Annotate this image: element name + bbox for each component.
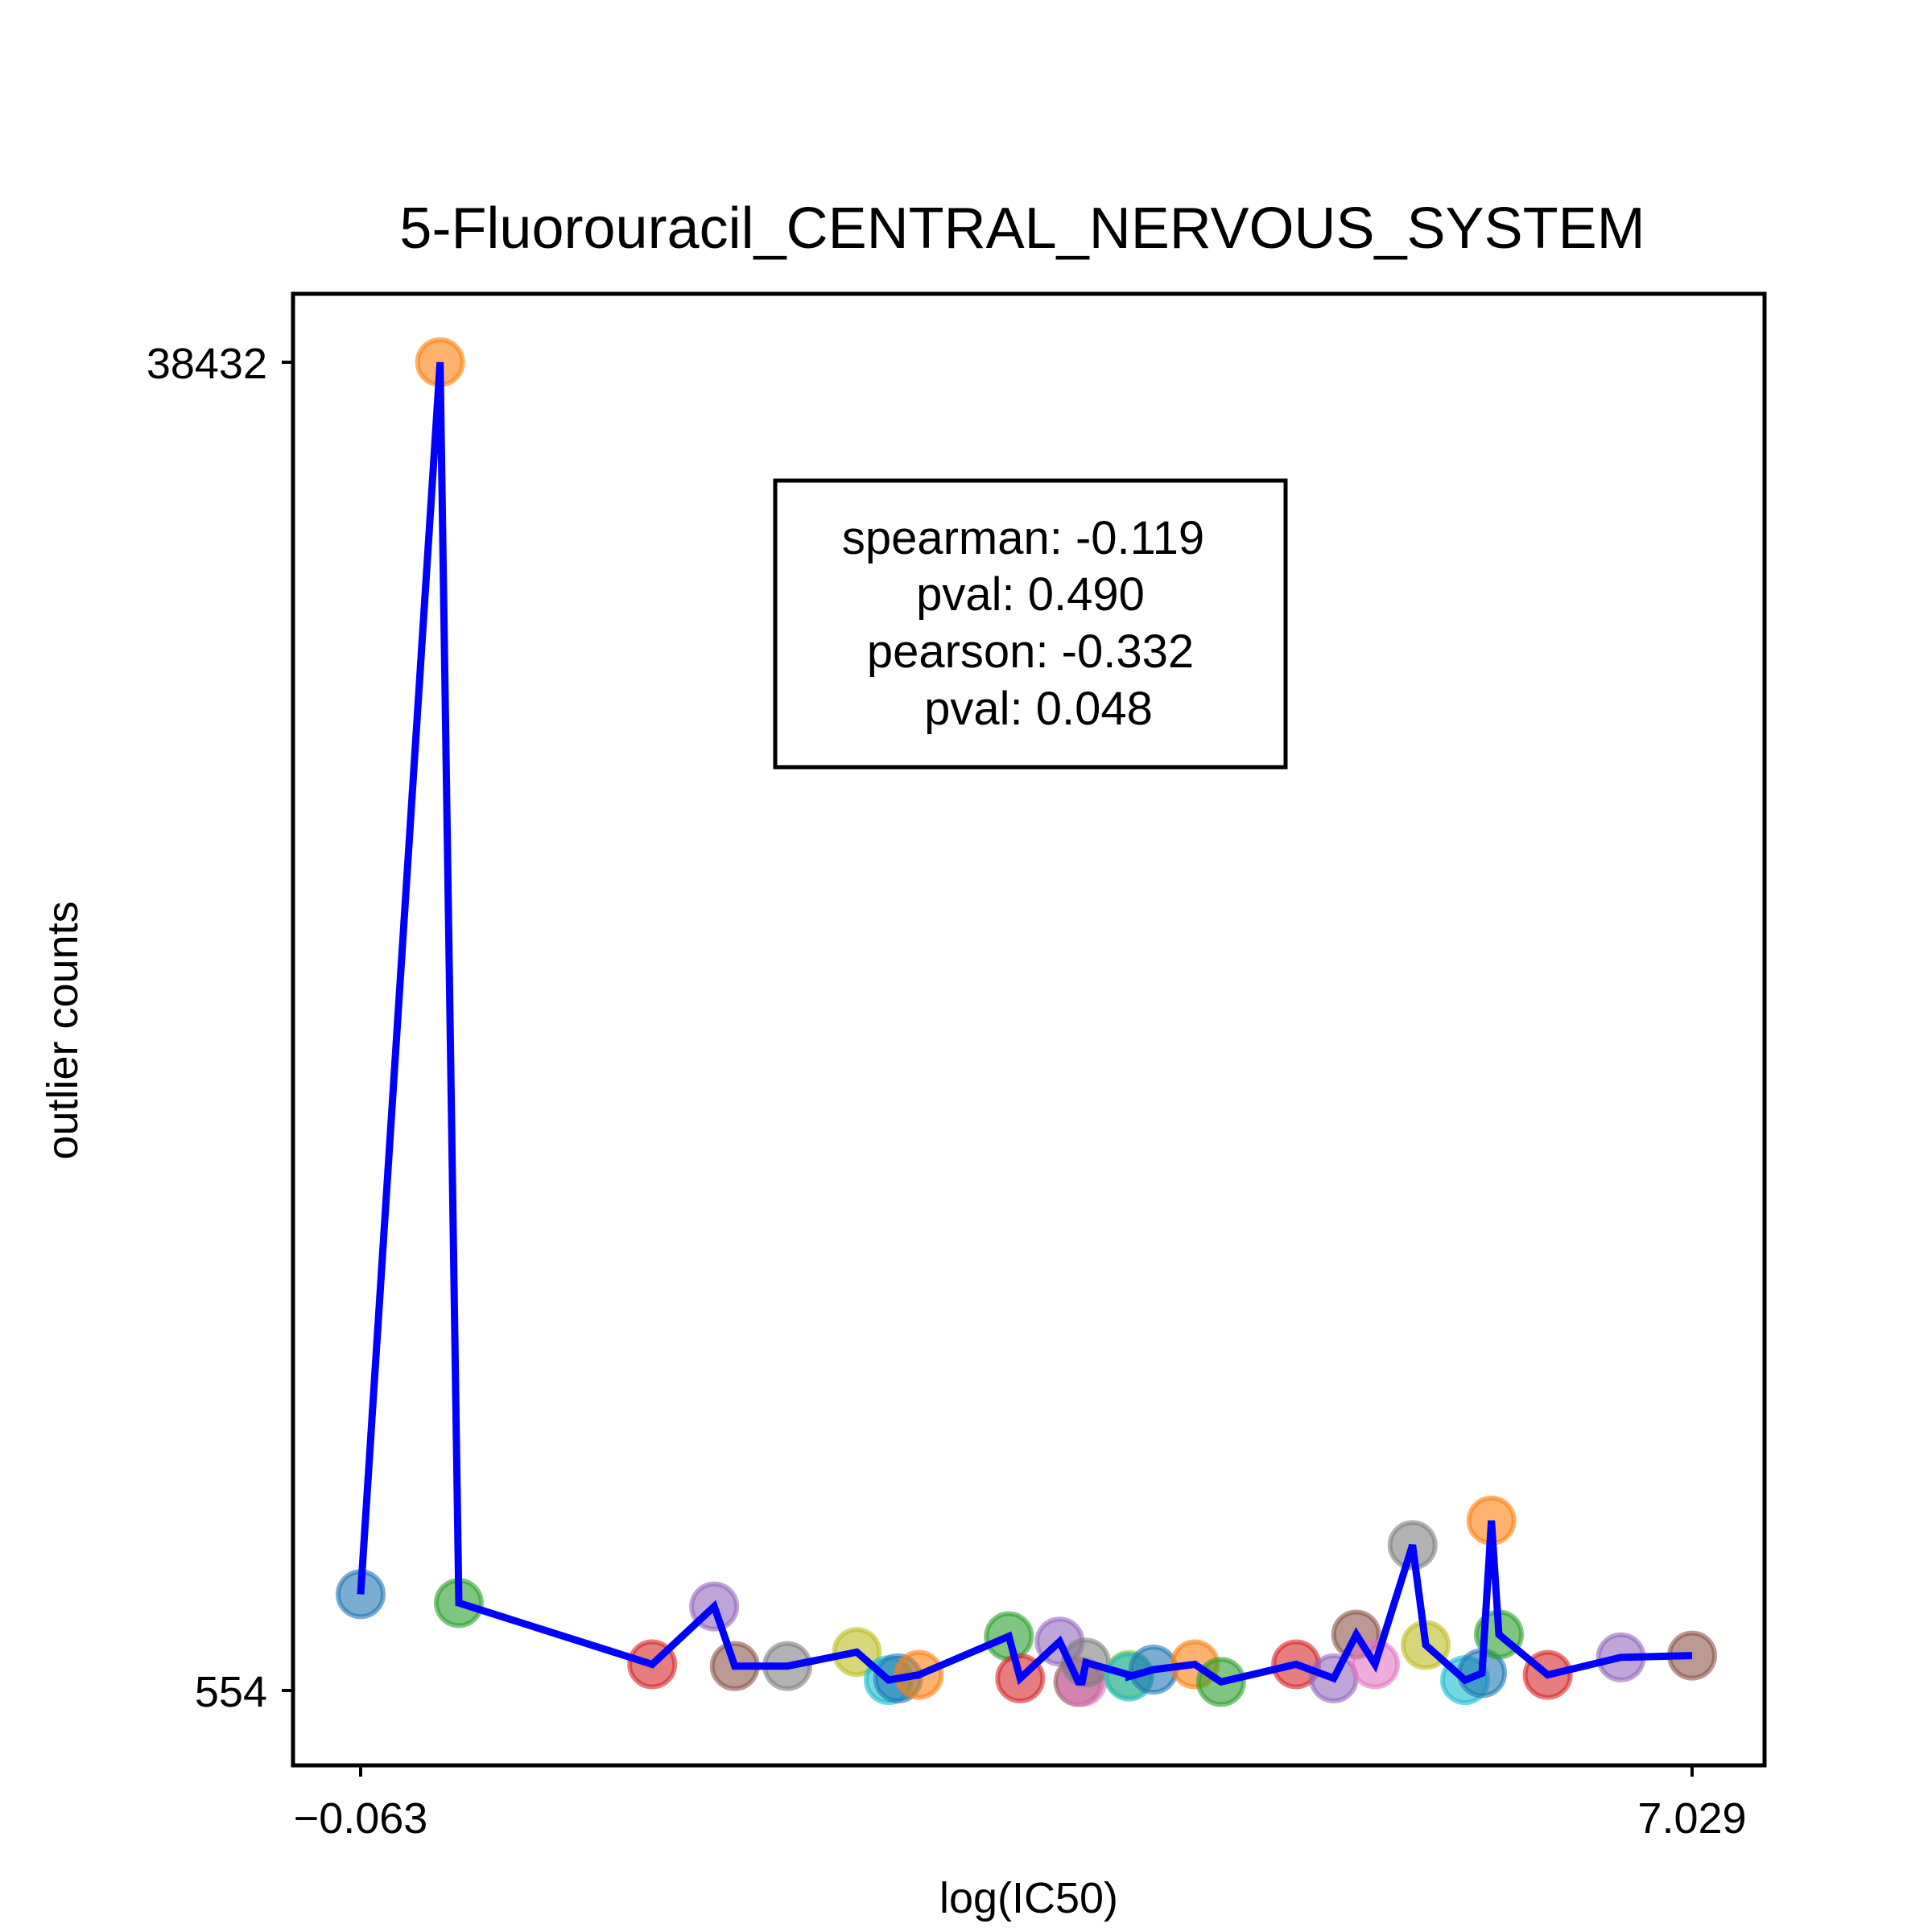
plot-frame [291,291,1767,1768]
y-tick-label-top: 38432 [147,340,267,388]
x-tick-label-left: −0.063 [294,1794,428,1843]
y-tick-label-bottom: 554 [195,1668,267,1716]
stats-annotation-frame [773,478,1288,770]
series-line [357,361,1693,1686]
stats-line-spearman-pval: pval: 0.490 [916,568,1145,621]
x-tick-label-right: 7.029 [1637,1794,1746,1843]
y-axis-label: outlier counts [39,901,87,1159]
stats-line-pearson: pearson: -0.332 [867,625,1194,678]
stats-annotation-box: spearman: -0.119 pval: 0.490 pearson: -0… [773,478,1288,770]
stats-line-spearman: spearman: -0.119 [842,512,1204,564]
stats-line-pearson-pval: pval: 0.048 [924,683,1153,735]
x-axis-label: log(IC50) [939,1874,1118,1922]
chart-title: 5-Fluorouracil_CENTRAL_NERVOUS_SYSTEM [399,196,1645,261]
